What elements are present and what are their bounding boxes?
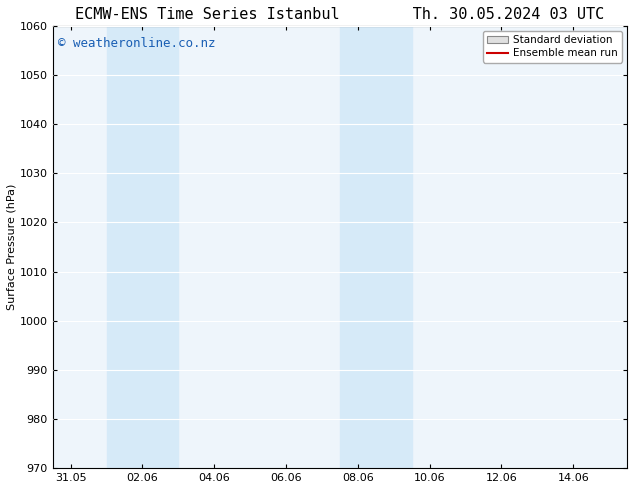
Legend: Standard deviation, Ensemble mean run: Standard deviation, Ensemble mean run [482,31,622,63]
Bar [340,26,411,468]
Title: ECMW-ENS Time Series Istanbul        Th. 30.05.2024 03 UTC: ECMW-ENS Time Series Istanbul Th. 30.05.… [75,7,604,22]
Text: © weatheronline.co.nz: © weatheronline.co.nz [58,37,216,50]
Y-axis label: Surface Pressure (hPa): Surface Pressure (hPa) [7,184,17,310]
Bar [107,26,178,468]
